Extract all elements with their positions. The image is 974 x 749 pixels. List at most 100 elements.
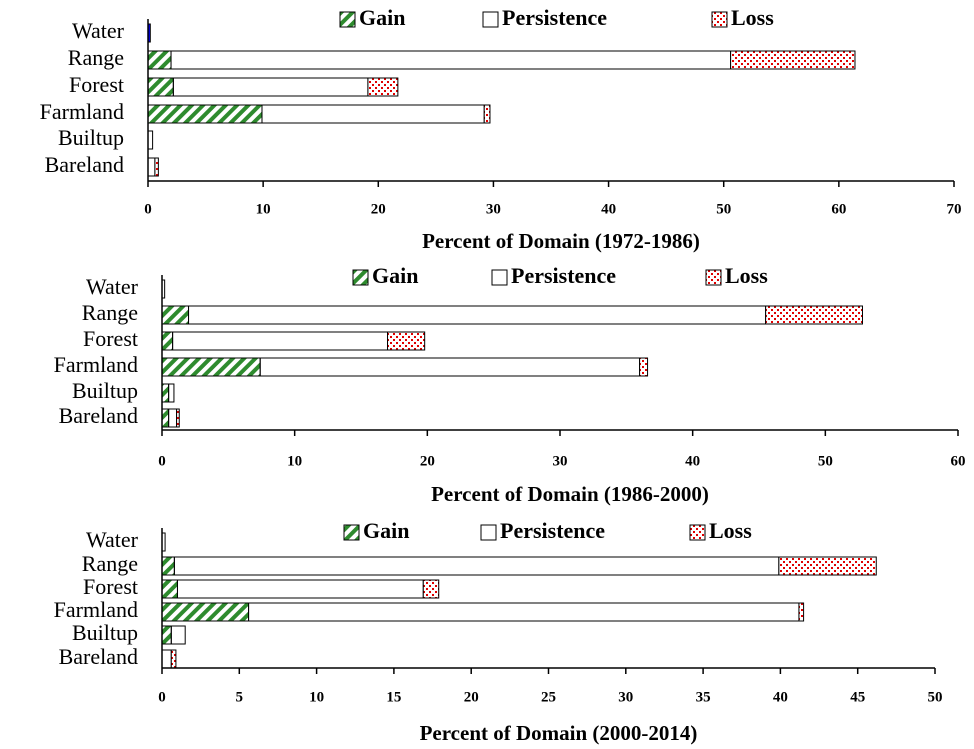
bar-segment bbox=[367, 77, 399, 97]
bar-segment bbox=[765, 305, 863, 325]
bar-segment bbox=[172, 331, 389, 351]
bar-segment bbox=[173, 556, 780, 576]
bar-segment bbox=[168, 408, 178, 428]
legend-swatch bbox=[491, 269, 508, 286]
x-tick-label: 30 bbox=[553, 453, 568, 469]
x-tick-label: 10 bbox=[309, 689, 324, 705]
x-tick-label: 45 bbox=[850, 689, 865, 705]
bar-segment bbox=[261, 104, 485, 124]
category-label: Farmland bbox=[40, 99, 124, 124]
bar-segment bbox=[154, 157, 159, 177]
bar-segment bbox=[161, 357, 261, 377]
category-label: Range bbox=[68, 45, 124, 70]
category-label: Bareland bbox=[59, 403, 138, 428]
bar-segment bbox=[172, 77, 369, 97]
category-label: Water bbox=[72, 18, 125, 43]
category-label: Farmland bbox=[54, 597, 138, 622]
x-axis-label: Percent of Domain (2000-2014) bbox=[420, 721, 698, 745]
legend-label: Persistence bbox=[500, 518, 605, 543]
legend-label: Loss bbox=[731, 5, 774, 30]
legend-swatch bbox=[689, 524, 706, 541]
x-tick-label: 40 bbox=[601, 201, 616, 217]
bar-segment bbox=[798, 602, 805, 622]
bar-segment bbox=[170, 50, 732, 70]
bar-segment bbox=[176, 579, 424, 599]
bar-segment bbox=[176, 408, 180, 428]
x-tick-label: 20 bbox=[464, 689, 479, 705]
legend-label: Gain bbox=[372, 263, 418, 288]
category-label: Forest bbox=[69, 72, 124, 97]
legend-swatch bbox=[711, 11, 728, 28]
bar-segment bbox=[161, 649, 172, 669]
legend-label: Loss bbox=[709, 518, 752, 543]
x-tick-label: 0 bbox=[158, 453, 166, 469]
bar-segment bbox=[730, 50, 856, 70]
category-label: Water bbox=[86, 274, 139, 299]
x-tick-label: 40 bbox=[685, 453, 700, 469]
category-label: Water bbox=[86, 527, 139, 552]
category-label: Bareland bbox=[59, 644, 138, 669]
x-tick-label: 50 bbox=[818, 453, 833, 469]
category-label: Range bbox=[82, 551, 138, 576]
bar-segment bbox=[161, 305, 190, 325]
bar-segment bbox=[161, 625, 172, 645]
bar-segment bbox=[147, 50, 172, 70]
x-tick-label: 0 bbox=[144, 201, 152, 217]
x-tick-label: 20 bbox=[420, 453, 435, 469]
bar-segment bbox=[161, 602, 250, 622]
x-axis-label: Percent of Domain (1986-2000) bbox=[431, 482, 709, 506]
x-axis-label: Percent of Domain (1972-1986) bbox=[422, 229, 700, 253]
x-tick-label: 10 bbox=[256, 201, 271, 217]
bar-segment bbox=[170, 649, 177, 669]
legend-label: Persistence bbox=[511, 263, 616, 288]
bar-segment bbox=[147, 77, 174, 97]
legend-label: Loss bbox=[725, 263, 768, 288]
category-label: Forest bbox=[83, 574, 138, 599]
bar-segment bbox=[161, 556, 175, 576]
legend-label: Gain bbox=[359, 5, 405, 30]
bar-segment bbox=[422, 579, 440, 599]
legend-label: Gain bbox=[363, 518, 409, 543]
bar-segment bbox=[168, 383, 175, 403]
legend-swatch bbox=[480, 524, 497, 541]
x-tick-label: 25 bbox=[541, 689, 556, 705]
x-tick-label: 35 bbox=[696, 689, 711, 705]
bar-segment bbox=[248, 602, 800, 622]
bar-segment bbox=[387, 331, 426, 351]
x-tick-label: 0 bbox=[158, 689, 166, 705]
bar-segment bbox=[147, 157, 156, 177]
category-label: Forest bbox=[83, 326, 138, 351]
x-tick-label: 60 bbox=[951, 453, 966, 469]
x-tick-label: 60 bbox=[831, 201, 846, 217]
x-tick-label: 70 bbox=[947, 201, 962, 217]
legend-swatch bbox=[339, 11, 356, 28]
legend-swatch bbox=[482, 11, 499, 28]
x-tick-label: 40 bbox=[773, 689, 788, 705]
legend-label: Persistence bbox=[502, 5, 607, 30]
bar-segment bbox=[161, 331, 174, 351]
x-tick-label: 30 bbox=[486, 201, 501, 217]
legend-swatch bbox=[705, 269, 722, 286]
bar-segment bbox=[170, 625, 186, 645]
legend-swatch bbox=[352, 269, 369, 286]
x-tick-label: 10 bbox=[287, 453, 302, 469]
category-label: Builtup bbox=[72, 620, 138, 645]
bar-segment bbox=[161, 579, 178, 599]
bar-segment bbox=[161, 408, 170, 428]
x-tick-label: 30 bbox=[618, 689, 633, 705]
category-label: Range bbox=[82, 300, 138, 325]
bar-segment bbox=[483, 104, 491, 124]
legend-swatch bbox=[343, 524, 360, 541]
bar-segment bbox=[188, 305, 767, 325]
x-tick-label: 20 bbox=[371, 201, 386, 217]
category-label: Farmland bbox=[54, 352, 138, 377]
x-tick-label: 50 bbox=[716, 201, 731, 217]
bar-segment bbox=[161, 383, 170, 403]
category-label: Builtup bbox=[72, 378, 138, 403]
x-tick-label: 15 bbox=[386, 689, 401, 705]
bar-segment bbox=[639, 357, 649, 377]
category-label: Bareland bbox=[45, 152, 124, 177]
category-label: Builtup bbox=[58, 125, 124, 150]
bar-segment bbox=[147, 104, 263, 124]
